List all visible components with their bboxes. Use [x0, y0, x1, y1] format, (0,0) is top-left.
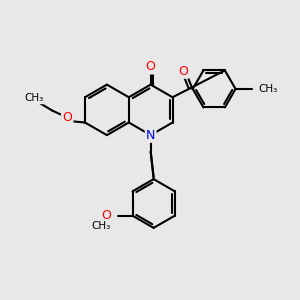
Text: CH₃: CH₃ — [92, 221, 111, 231]
Text: O: O — [178, 64, 188, 78]
Text: CH₃: CH₃ — [258, 84, 278, 94]
Text: O: O — [62, 111, 72, 124]
Text: O: O — [101, 209, 111, 222]
Text: N: N — [146, 129, 155, 142]
Text: O: O — [146, 60, 156, 73]
Text: CH₃: CH₃ — [25, 93, 44, 103]
